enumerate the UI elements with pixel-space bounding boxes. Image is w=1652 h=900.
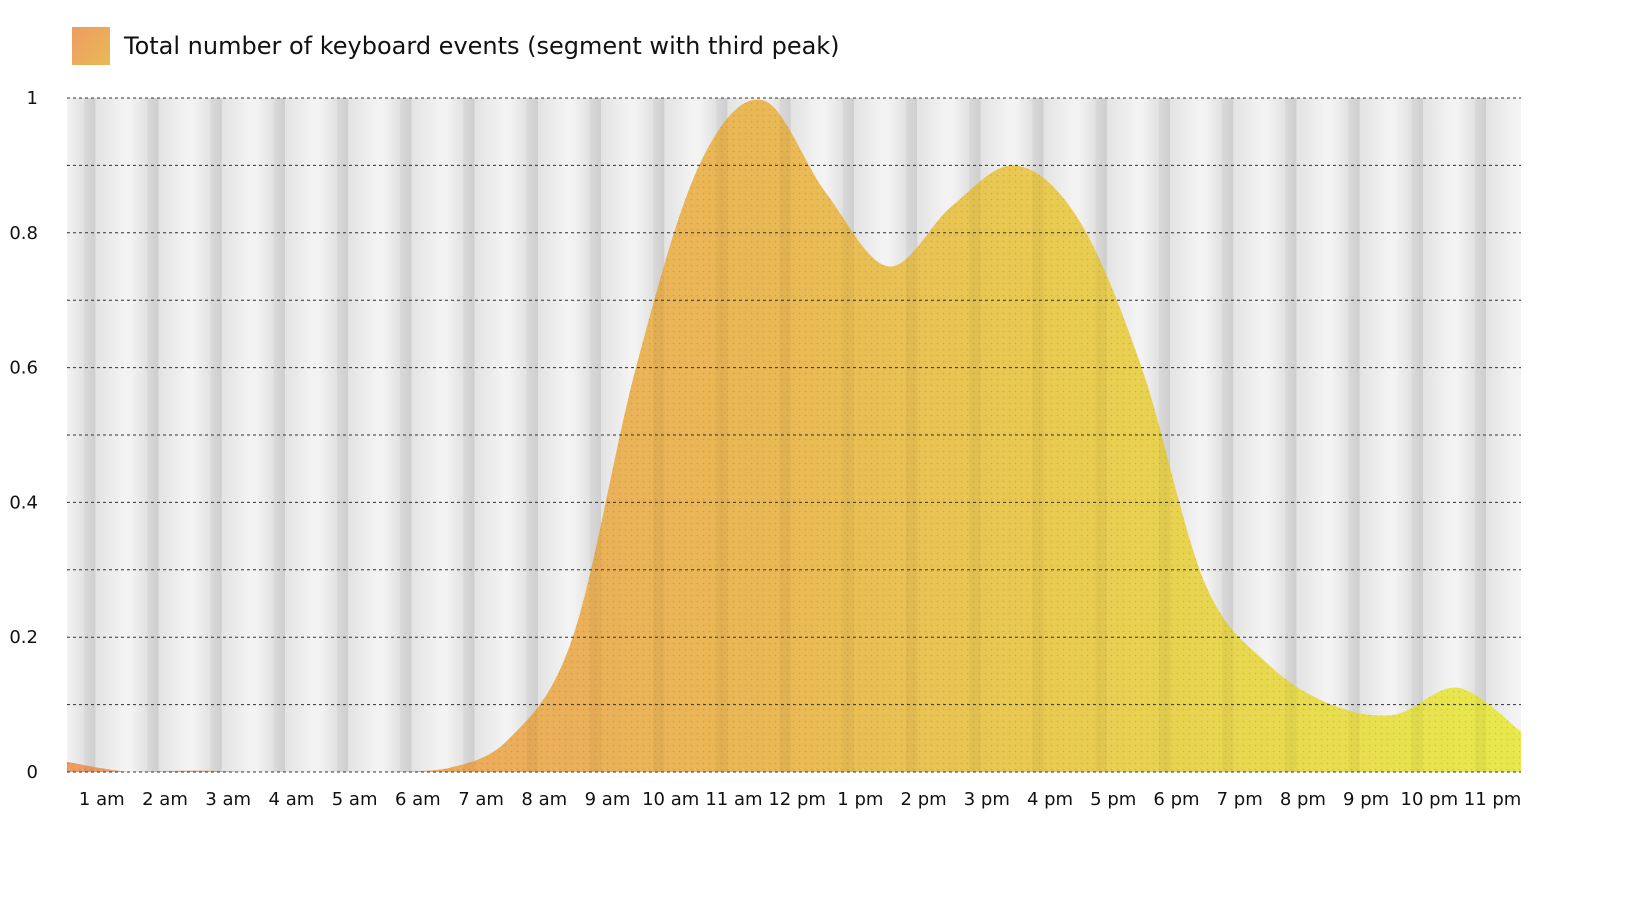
background-band <box>1613 98 1652 772</box>
legend: Total number of keyboard events (segment… <box>72 26 840 66</box>
y-axis: 0 0.2 0.4 0.6 0.8 1 <box>9 88 38 783</box>
x-tick-label: 10 am <box>642 789 699 810</box>
y-tick-label: 0 <box>27 762 38 783</box>
legend-swatch <box>72 27 110 65</box>
x-tick-label: 8 am <box>521 789 567 810</box>
x-tick-label: 11 am <box>705 789 762 810</box>
background-band <box>1549 98 1612 772</box>
x-tick-label: 6 pm <box>1153 789 1199 810</box>
x-tick-label: 3 pm <box>964 789 1010 810</box>
x-tick-label: 4 pm <box>1027 789 1073 810</box>
y-tick-label: 0.8 <box>9 223 38 244</box>
x-tick-label: 9 am <box>585 789 631 810</box>
y-tick-label: 0.6 <box>9 358 38 379</box>
x-tick-label: 12 pm <box>768 789 826 810</box>
x-tick-label: 6 am <box>395 789 441 810</box>
x-tick-label: 7 am <box>458 789 504 810</box>
x-tick-label: 11 pm <box>1464 789 1522 810</box>
x-tick-label: 4 am <box>269 789 315 810</box>
x-tick-label: 5 pm <box>1090 789 1136 810</box>
y-tick-label: 0.2 <box>9 627 38 648</box>
x-tick-label: 8 pm <box>1280 789 1326 810</box>
x-tick-label: 2 pm <box>901 789 947 810</box>
x-tick-label: 1 pm <box>837 789 883 810</box>
gridlines <box>67 97 1521 773</box>
column-shade <box>1538 98 1549 772</box>
y-tick-label: 1 <box>27 88 38 109</box>
area-layer <box>67 98 1612 772</box>
x-tick-label: 2 am <box>142 789 188 810</box>
x-axis: 1 am 2 am 3 am 4 am 5 am 6 am 7 am 8 am 9 am 10 a… <box>79 789 1521 810</box>
x-tick-label: 1 am <box>79 789 125 810</box>
series-area-texture <box>67 99 1521 772</box>
legend-label: Total number of keyboard events (segment… <box>124 32 840 60</box>
y-tick-label: 0.4 <box>9 492 38 513</box>
x-tick-label: 10 pm <box>1401 789 1459 810</box>
x-tick-label: 3 am <box>205 789 251 810</box>
x-tick-label: 9 pm <box>1343 789 1389 810</box>
column-shade <box>1601 98 1612 772</box>
x-tick-label: 7 pm <box>1217 789 1263 810</box>
x-tick-label: 5 am <box>332 789 378 810</box>
